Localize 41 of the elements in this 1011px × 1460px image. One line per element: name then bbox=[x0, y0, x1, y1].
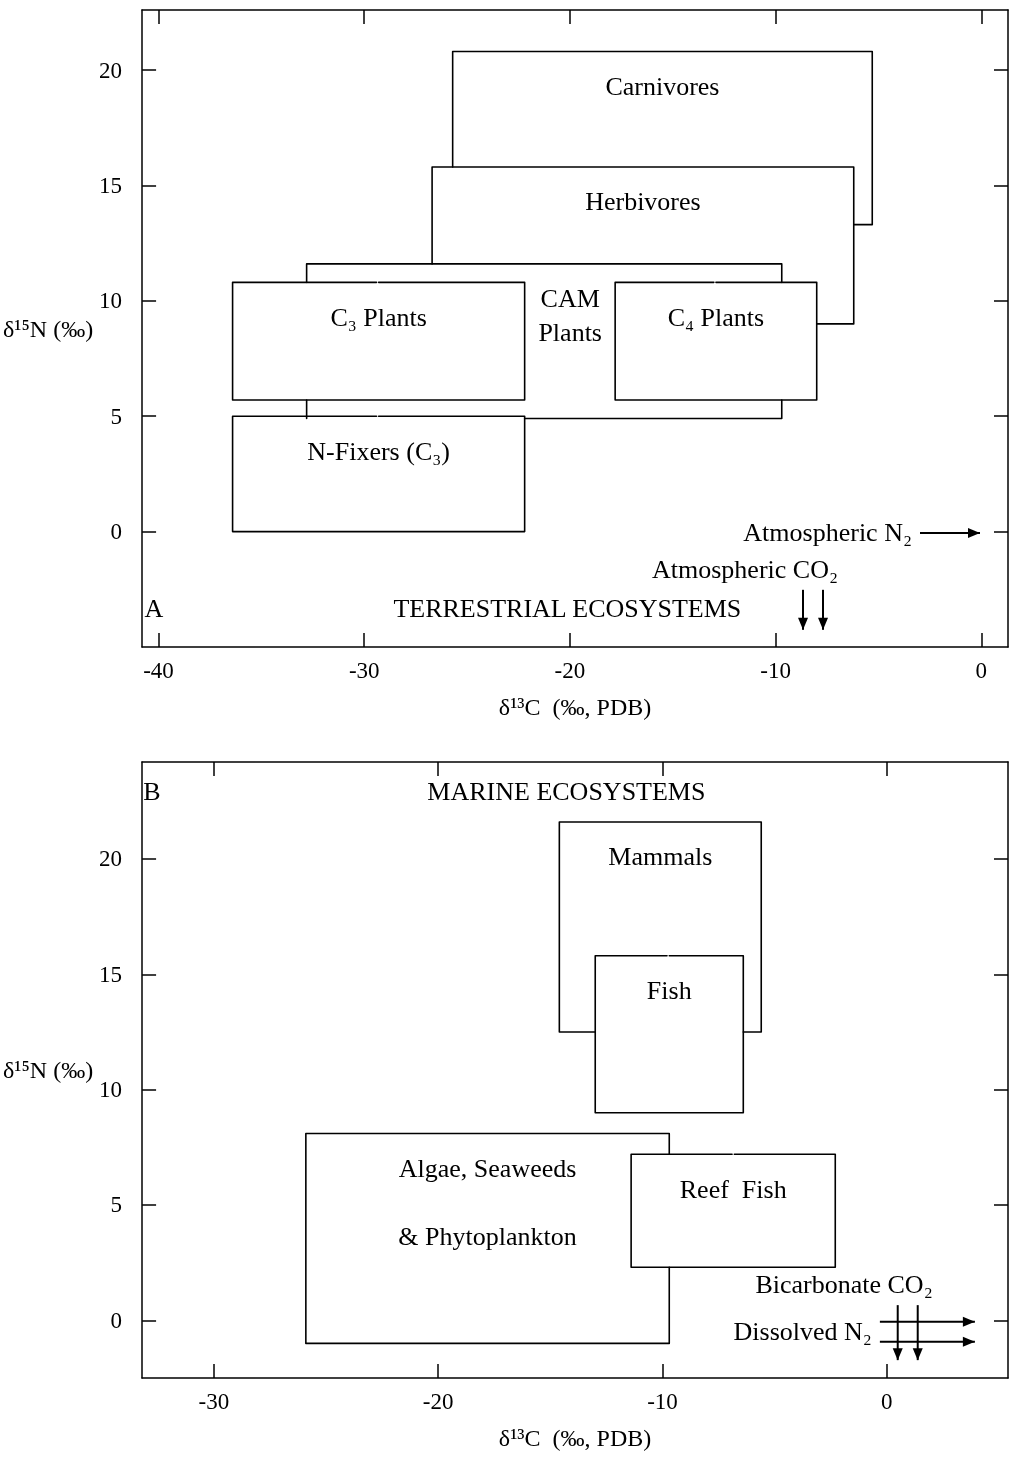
annotation: Atmospheric CO₂ bbox=[652, 554, 839, 584]
x-tick-label: -20 bbox=[422, 1389, 454, 1414]
x-tick-label: -30 bbox=[198, 1389, 230, 1414]
y-axis-title: δ¹⁵N (‰) bbox=[3, 315, 94, 342]
series-label: Reef Fish bbox=[679, 1174, 787, 1204]
y-tick-label: 10 bbox=[99, 1077, 123, 1103]
annotation: MARINE ECOSYSTEMS bbox=[427, 777, 706, 806]
y-tick-label: 20 bbox=[99, 57, 123, 83]
x-axis-title: δ¹³C (‰, PDB) bbox=[498, 1425, 652, 1451]
series-label: C₄ Plants bbox=[667, 302, 765, 332]
annotation: B bbox=[143, 777, 161, 806]
y-tick-label: 15 bbox=[99, 961, 123, 987]
series-label: N-Fixers (C₃) bbox=[307, 436, 450, 466]
y-tick-label: 15 bbox=[99, 172, 123, 198]
y-tick-label: 0 bbox=[110, 519, 123, 545]
annotation: A bbox=[144, 594, 164, 623]
y-tick-label: 5 bbox=[110, 403, 123, 429]
x-tick-label: 0 bbox=[881, 1389, 893, 1414]
annotation: TERRESTRIAL ECOSYSTEMS bbox=[393, 594, 742, 623]
y-axis-title: δ¹⁵N (‰) bbox=[3, 1057, 94, 1083]
y-tick-label: 10 bbox=[99, 288, 123, 314]
x-tick-label: -30 bbox=[348, 658, 380, 683]
y-tick-label: 5 bbox=[110, 1192, 123, 1218]
text: Algae, Seaweeds & Phytoplankton bbox=[398, 1153, 577, 1251]
annotation: Bicarbonate CO₂ bbox=[755, 1270, 933, 1300]
y-tick-label: 0 bbox=[110, 1307, 123, 1333]
annotation: Atmospheric N₂ bbox=[743, 517, 912, 547]
series-label: Carnivores bbox=[605, 72, 720, 102]
series-label: Herbivores bbox=[585, 187, 701, 217]
x-tick-label: -10 bbox=[647, 1389, 678, 1414]
series-label: Fish bbox=[646, 976, 692, 1006]
x-tick-label: 0 bbox=[975, 658, 988, 683]
series-label: C₃ Plants bbox=[330, 302, 427, 332]
x-axis-title: δ¹³C (‰, PDB) bbox=[498, 694, 652, 720]
annotation: Dissolved N₂ bbox=[733, 1316, 872, 1346]
x-tick-label: -10 bbox=[760, 658, 791, 683]
series-label: Mammals bbox=[608, 842, 713, 872]
x-tick-label: -40 bbox=[143, 658, 174, 683]
x-tick-label: -20 bbox=[554, 658, 586, 683]
series-label: CAM Plants bbox=[538, 284, 602, 348]
y-tick-label: 20 bbox=[99, 846, 123, 872]
